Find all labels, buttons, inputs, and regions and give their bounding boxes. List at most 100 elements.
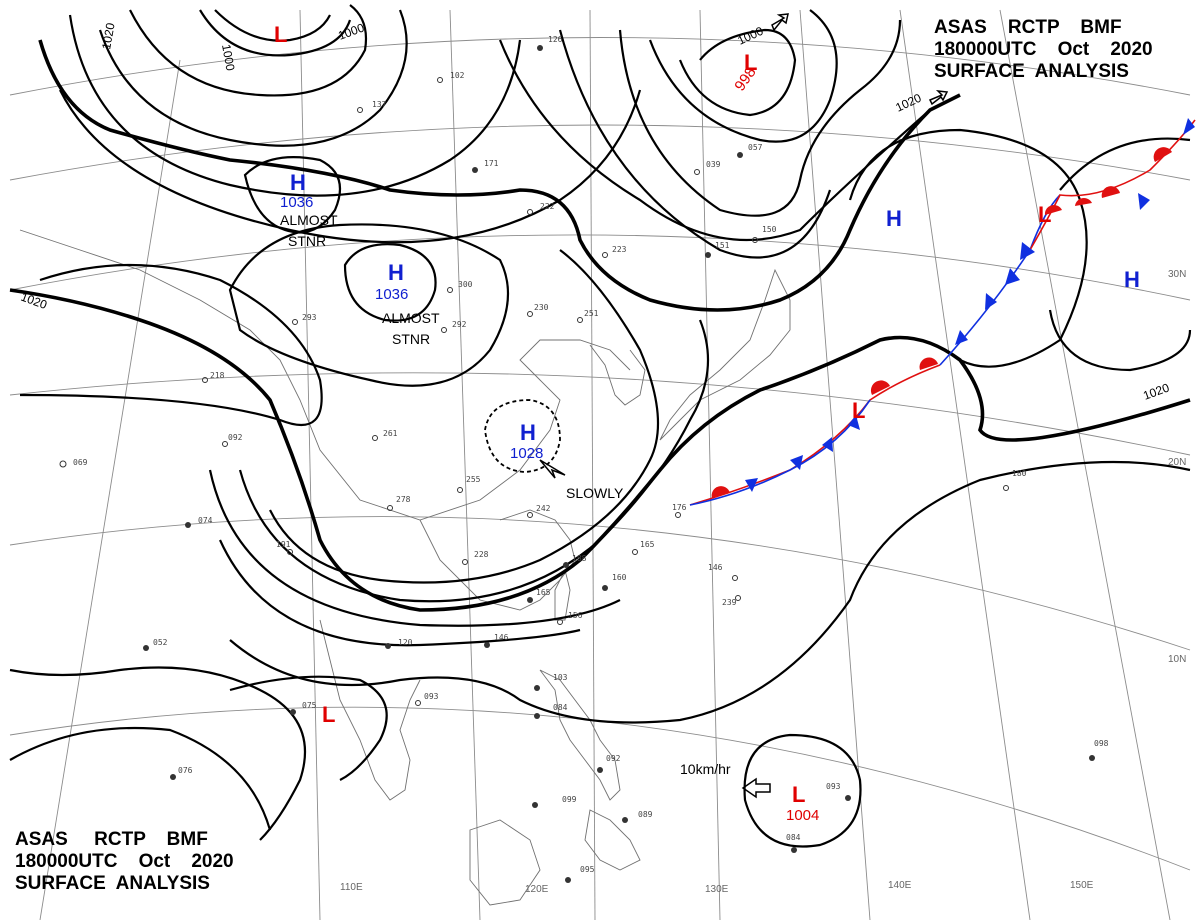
station-plot: 242 <box>527 504 551 518</box>
mindanao-coast <box>584 809 641 871</box>
station-plot: 095 <box>565 865 595 883</box>
svg-text:092: 092 <box>606 754 621 763</box>
station-plot: 228 <box>462 550 489 565</box>
svg-text:171: 171 <box>484 159 499 168</box>
svg-text:223: 223 <box>612 245 627 254</box>
borneo-coast <box>469 819 541 906</box>
station-plot: 052 <box>143 638 168 651</box>
header-line: 180000UTC Oct 2020 <box>934 39 1153 60</box>
coastlines <box>19 229 791 906</box>
stationary-front <box>689 118 1196 506</box>
high-center-value: 1028 <box>510 445 543 462</box>
station-plot: 176 <box>672 503 687 518</box>
svg-text:292: 292 <box>452 320 467 329</box>
station-plot: 057 <box>737 143 763 158</box>
station-plot: 160 <box>602 573 627 591</box>
slowly-label: SLOWLY <box>566 485 624 501</box>
low-center-letter: L <box>852 398 865 423</box>
station-plot: 146 <box>708 563 738 581</box>
lon-label: 150E <box>1070 880 1094 891</box>
almost-stnr-label: ALMOST <box>382 310 440 326</box>
station-plot: 098 <box>1089 739 1109 761</box>
station-plot: 103 <box>534 673 568 691</box>
svg-text:165: 165 <box>536 588 551 597</box>
indochina-coast <box>319 619 421 801</box>
svg-text:156: 156 <box>568 611 583 620</box>
weak-high-contour <box>484 399 561 473</box>
station-plot: 300 <box>447 280 473 293</box>
korea-coast <box>589 344 646 406</box>
svg-text:180: 180 <box>1012 469 1027 478</box>
header-line: ASAS RCTP BMF <box>934 17 1122 38</box>
low-pressure-centers: L L 998 L L L L 1004 <box>274 22 1051 824</box>
almost-stnr-label: STNR <box>392 331 430 347</box>
low-center-letter: L <box>322 702 335 727</box>
high-center-letter: H <box>886 206 902 231</box>
svg-text:261: 261 <box>383 429 398 438</box>
chart-header-bottom: ASAS RCTP BMF 180000UTC Oct 2020 SURFACE… <box>15 829 234 895</box>
svg-text:093: 093 <box>826 782 841 791</box>
station-plot: 137 <box>357 100 387 113</box>
axis-labels: 110E 120E 130E 140E 150E 30N 20N 10N <box>340 269 1186 895</box>
high-center-letter: H <box>520 420 536 445</box>
low-center-letter: L <box>1038 202 1051 227</box>
station-plot: 222 <box>527 202 555 215</box>
svg-text:089: 089 <box>638 810 653 819</box>
station-plot: 092 <box>222 433 243 447</box>
station-plot: 099 <box>532 795 577 808</box>
lon-label: 110E <box>340 882 363 893</box>
station-plot: 084 <box>786 833 801 853</box>
japan-coast <box>659 268 791 441</box>
high-center-letter: H <box>290 170 306 195</box>
station-plot: 126 <box>537 35 563 51</box>
svg-text:126: 126 <box>548 35 563 44</box>
isobar-label: 1000 <box>219 43 237 72</box>
chart-header-top: ASAS RCTP BMF 180000UTC Oct 2020 SURFACE… <box>934 17 1153 83</box>
svg-text:095: 095 <box>580 865 595 874</box>
svg-text:057: 057 <box>748 143 763 152</box>
svg-text:076: 076 <box>178 766 193 775</box>
svg-text:218: 218 <box>210 371 225 380</box>
station-plot: 093 <box>826 782 851 801</box>
svg-text:099: 099 <box>562 795 577 804</box>
station-plot: 180 <box>1003 469 1027 491</box>
svg-text:093: 093 <box>424 692 439 701</box>
station-plot: 293 <box>292 313 317 325</box>
asia-coast <box>19 229 631 521</box>
svg-text:092: 092 <box>228 433 243 442</box>
lon-label: 130E <box>705 884 729 895</box>
svg-text:120: 120 <box>398 638 413 647</box>
station-plots: 126 102 137 171 222 223 300 292 230 251 … <box>59 35 1109 883</box>
movement-arrows <box>539 13 949 799</box>
svg-text:103: 103 <box>553 673 568 682</box>
station-plot: 188 <box>563 554 587 568</box>
luzon-coast <box>539 669 621 801</box>
station-plot: 150 <box>752 225 777 243</box>
low-center-letter: L <box>744 50 757 75</box>
station-plot: 069 <box>59 458 88 468</box>
station-plot: 156 <box>557 611 583 625</box>
station-plot: 120 <box>385 638 413 649</box>
low-center-letter: L <box>792 782 805 807</box>
station-plot: 278 <box>387 495 411 511</box>
station-plot: 146 <box>484 633 509 648</box>
svg-text:228: 228 <box>474 550 489 559</box>
station-plot: 092 <box>597 754 621 773</box>
isobar-label: 1020 <box>99 21 117 50</box>
lat-label: 30N <box>1168 269 1186 280</box>
svg-text:176: 176 <box>672 503 687 512</box>
svg-text:074: 074 <box>198 516 213 525</box>
svg-text:151: 151 <box>715 241 730 250</box>
low-center-value: 1004 <box>786 807 819 824</box>
station-plot: 223 <box>602 245 627 258</box>
isobars <box>9 4 1192 848</box>
lon-label: 140E <box>888 880 912 891</box>
station-plot: 151 <box>705 241 730 258</box>
lon-label: 120E <box>525 884 549 895</box>
station-plot: 093 <box>415 692 439 706</box>
station-plot: 261 <box>372 429 398 441</box>
almost-stnr-label: ALMOST <box>280 212 338 228</box>
svg-text:075: 075 <box>302 701 317 710</box>
station-plot: 292 <box>441 320 467 333</box>
